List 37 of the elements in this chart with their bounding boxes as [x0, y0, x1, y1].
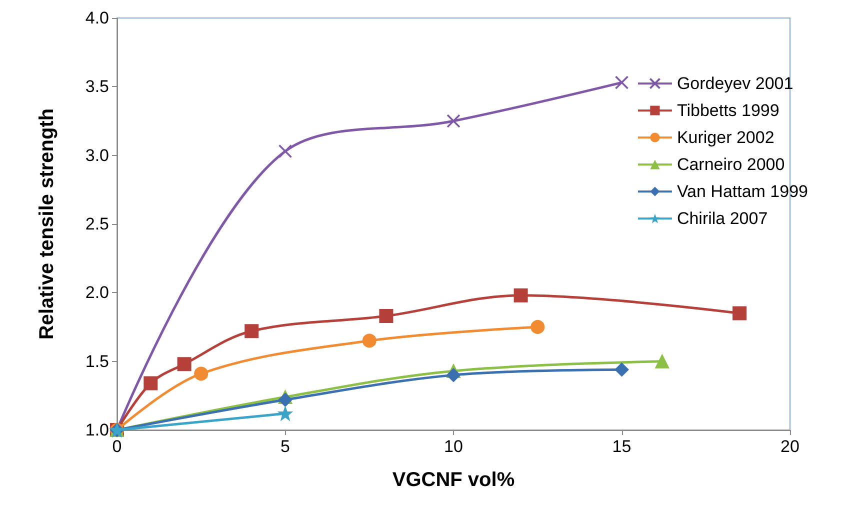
point [244, 324, 259, 338]
x-tick-label: 0 [112, 437, 122, 456]
point [278, 392, 292, 407]
point [614, 362, 629, 377]
point [446, 368, 460, 382]
point [278, 144, 292, 158]
y-tick-label: 3.5 [85, 77, 109, 96]
x-tick-label: 20 [780, 437, 800, 456]
y-tick-label: 2.5 [85, 214, 109, 234]
point [379, 309, 394, 324]
point [177, 357, 192, 372]
point [144, 376, 158, 390]
y-axis-title: Relative tensile strength [36, 108, 58, 340]
point [278, 406, 292, 421]
y-tick-label: 2.0 [85, 283, 109, 302]
legend-label: Chirila 2007 [676, 209, 768, 228]
x-tick-label: 15 [612, 437, 632, 456]
y-tick-label: 1.5 [85, 352, 109, 371]
y-tick-label: 1.0 [85, 420, 109, 440]
y-tick-label: 3.0 [85, 146, 109, 165]
legend-label: Van Hattam 1999 [676, 182, 808, 201]
point [446, 114, 460, 128]
point [655, 354, 670, 368]
y-tick-label: 4.0 [85, 8, 109, 28]
point [530, 320, 545, 334]
legend-label: Gordeyev 2001 [676, 74, 794, 93]
x-tick-label: 10 [444, 437, 463, 456]
legend-label: Tibbetts 1999 [676, 101, 780, 120]
point [362, 334, 376, 348]
point [732, 306, 747, 320]
point [614, 76, 629, 90]
legend-label: Kuriger 2002 [676, 128, 774, 147]
point [194, 366, 208, 381]
legend-label: Carneiro 2000 [676, 155, 785, 174]
point [514, 288, 528, 302]
x-tick-label: 5 [280, 437, 290, 456]
x-axis-title: VGCNF vol% [392, 469, 515, 491]
